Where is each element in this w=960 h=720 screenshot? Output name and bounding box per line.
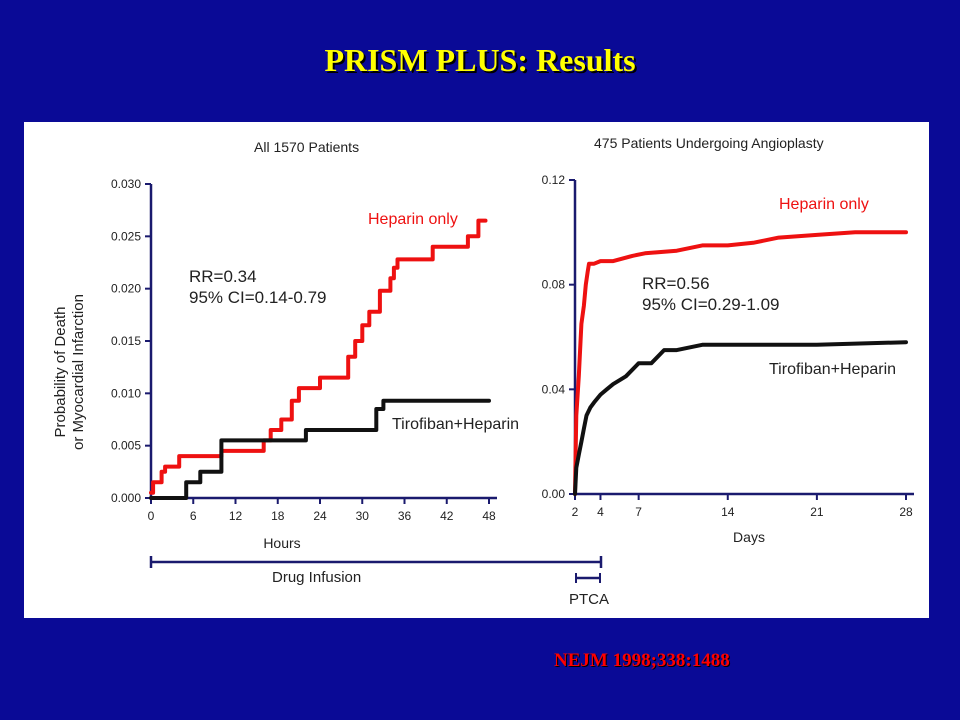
chart1-y-tick-label: 0.030 [111,177,141,191]
chart2-x-tick-label: 7 [635,505,642,519]
chart2-heparin-line [573,230,908,496]
chart1-x-tick-label: 24 [313,509,327,523]
chart2-title: 475 Patients Undergoing Angioplasty [594,135,824,151]
chart2-x-tick-label: 21 [810,505,824,519]
chart1-y-tick-label: 0.000 [111,491,141,505]
chart2-x-tick-label: 14 [721,505,735,519]
chart2-y-tick-label: 0.12 [542,173,566,187]
chart1-y-tick-label: 0.020 [111,282,141,296]
chart2-y-tick-label: 0.08 [542,278,566,292]
chart1-x-tick-label: 18 [271,509,285,523]
chart1-annotation-rr: RR=0.34 [189,267,257,286]
chart1-x-tick-label: 36 [398,509,412,523]
chart1-legend-tirofiban: Tirofiban+Heparin [392,416,519,433]
chart1-y-tick-label: 0.025 [111,229,141,243]
chart1-x-tick-label: 0 [148,509,155,523]
chart2-annotation-ci: 95% CI=0.29-1.09 [642,295,780,314]
chart1-title: All 1570 Patients [254,139,359,155]
chart2-x-tick-label: 2 [572,505,579,519]
chart1-xlabel: Hours [263,535,300,551]
chart1-x-tick-label: 42 [440,509,454,523]
slide-title: PRISM PLUS: Results [324,42,636,78]
chart1-ylabel-line1: Probability of Death [52,307,69,438]
chart1-x-tick-label: 30 [356,509,370,523]
chart2-legend-tirofiban: Tirofiban+Heparin [769,361,896,378]
figure-panel: All 1570 Patients Hours Probability of D… [24,122,929,618]
chart1-x-tick-label: 6 [190,509,197,523]
chart2-xlabel: Days [733,529,765,545]
chart1-heparin-line [149,218,488,495]
citation: NEJM 1998;338:1488 [554,650,730,671]
chart2-x-tick-label: 4 [597,505,604,519]
chart2-legend-heparin: Heparin only [779,196,869,213]
chart2-annotation-rr: RR=0.56 [642,274,710,293]
chart1-y-tick-label: 0.005 [111,439,141,453]
chart1-legend-heparin: Heparin only [368,211,458,228]
chart2-y-tick-label: 0.04 [542,382,566,396]
chart1-ylabel-line2: or Myocardial Infarction [70,294,87,450]
chart1-y-tick-label: 0.015 [111,334,141,348]
chart1-y-tick-label: 0.010 [111,386,141,400]
drug-infusion-label: Drug Infusion [272,569,361,586]
ptca-label: PTCA [569,591,609,608]
figure-svg: All 1570 Patients Hours Probability of D… [52,135,914,608]
chart1-x-tick-label: 12 [229,509,243,523]
chart2-tirofiban-line [573,340,908,496]
chart1-tirofiban-line [149,398,491,500]
chart1-annotation-ci: 95% CI=0.14-0.79 [189,288,327,307]
chart2-y-tick-label: 0.00 [542,487,566,501]
chart2-x-tick-label: 28 [899,505,913,519]
chart1-x-tick-label: 48 [482,509,496,523]
